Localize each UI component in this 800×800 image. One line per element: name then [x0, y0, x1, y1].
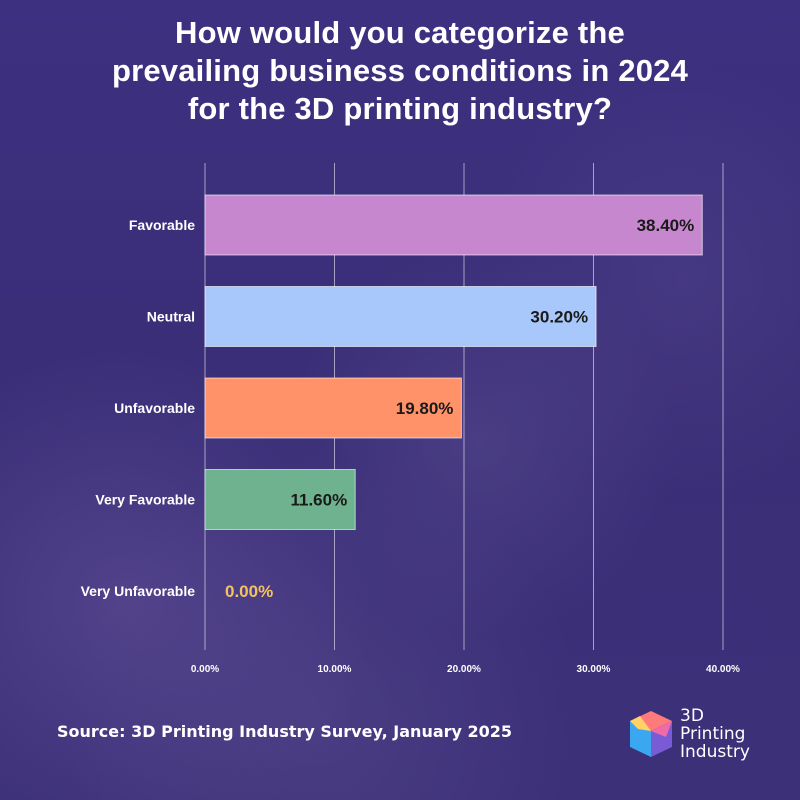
category-label: Very Unfavorable — [81, 583, 196, 599]
data-label: 19.80% — [396, 399, 454, 418]
x-tick-label: 0.00% — [191, 664, 219, 675]
category-label: Favorable — [129, 217, 195, 233]
data-label: 11.60% — [290, 491, 347, 510]
logo-text-line-3: Industry — [680, 742, 750, 762]
logo-text-line-2: Printing — [680, 724, 746, 744]
x-tick-label: 30.00% — [577, 664, 611, 675]
3d-printing-industry-logo: 3D Printing Industry — [626, 707, 766, 767]
x-tick-label: 40.00% — [706, 664, 740, 675]
data-label: 30.20% — [530, 308, 588, 327]
title-line-2: prevailing business conditions in 2024 — [111, 53, 689, 88]
bar — [204, 194, 703, 256]
data-label: 38.40% — [637, 216, 695, 235]
category-label: Very Favorable — [95, 492, 195, 508]
source-note: Source: 3D Printing Industry Survey, Jan… — [57, 722, 513, 741]
title-line-3: for the 3D printing industry? — [187, 91, 613, 126]
category-label: Unfavorable — [114, 400, 195, 416]
cube-logo-icon — [630, 711, 672, 757]
data-label: 0.00% — [225, 582, 273, 601]
category-label: Neutral — [147, 309, 195, 325]
x-tick-label: 20.00% — [447, 664, 481, 675]
bar — [204, 286, 597, 347]
logo-text-line-1: 3D — [680, 706, 704, 726]
bar — [204, 377, 462, 439]
x-tick-label: 10.00% — [318, 664, 352, 675]
chart-title: How would you categorize the prevailing … — [0, 14, 800, 128]
title-line-1: How would you categorize the — [175, 15, 625, 50]
bar — [204, 469, 356, 530]
